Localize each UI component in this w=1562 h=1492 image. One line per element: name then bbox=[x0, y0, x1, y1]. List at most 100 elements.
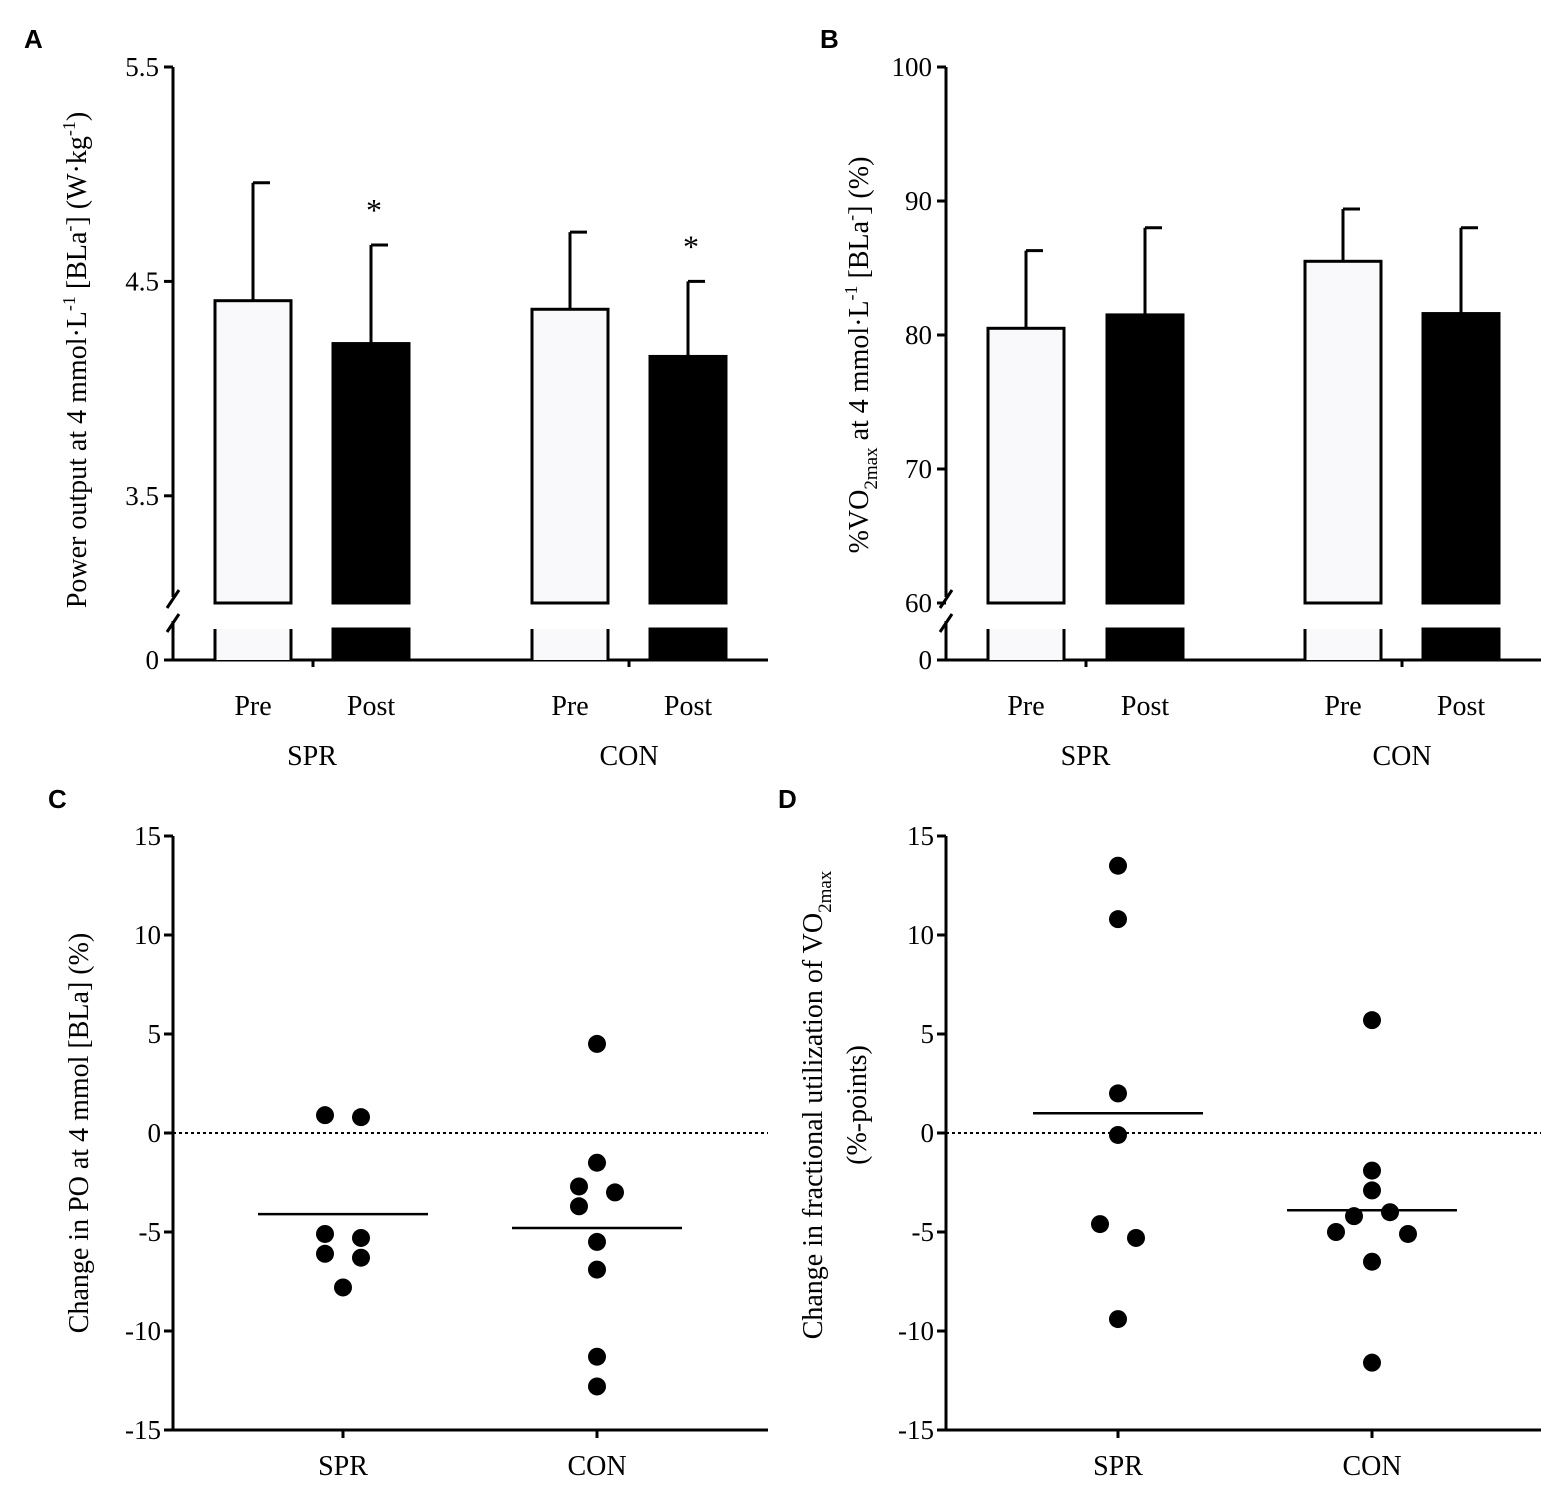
c-data-point-spr bbox=[316, 1106, 334, 1125]
c-data-point-con bbox=[588, 1232, 606, 1251]
c-y-tick-label: -5 bbox=[139, 1217, 162, 1247]
c-data-point-spr bbox=[352, 1228, 370, 1247]
a-y-tick-label-0: 0 bbox=[146, 645, 160, 675]
c-y-tick-label: -15 bbox=[125, 1415, 161, 1445]
b-group-label-con: CON bbox=[1372, 741, 1431, 772]
c-data-point-con bbox=[606, 1183, 624, 1202]
d-data-point-con bbox=[1399, 1224, 1417, 1243]
panel-letter-a: A bbox=[24, 24, 43, 54]
c-data-point-spr bbox=[334, 1278, 352, 1297]
a-y-axis-label: Power output at 4 mmol·L-1 [BLa-] (W·kg-… bbox=[59, 112, 93, 608]
a-y-tick-label: 5.5 bbox=[125, 52, 159, 82]
b-y-tick-label: 70 bbox=[905, 454, 932, 484]
b-y-tick-label: 60 bbox=[905, 588, 932, 618]
c-y-tick-label: 0 bbox=[148, 1118, 162, 1148]
d-data-point-spr bbox=[1109, 910, 1127, 929]
d-data-point-con bbox=[1363, 1011, 1381, 1030]
a-y-tick-label: 3.5 bbox=[125, 481, 159, 511]
b-y-axis-label: %VO2max at 4 mmol·L-1 [BLa-] (%) bbox=[841, 157, 882, 554]
a-bar-spr-pre bbox=[213, 299, 293, 605]
a-x-tick-label: Pre bbox=[551, 691, 588, 722]
d-data-point-spr bbox=[1109, 856, 1127, 875]
d-data-point-con bbox=[1363, 1161, 1381, 1180]
d-data-point-con bbox=[1345, 1207, 1363, 1226]
d-y-tick-label: -5 bbox=[912, 1217, 935, 1247]
c-y-axis-label: Change in PO at 4 mmol [BLa] (%) bbox=[64, 933, 95, 1333]
d-y-tick-label: -10 bbox=[898, 1316, 934, 1346]
a-group-label-con: CON bbox=[599, 741, 658, 772]
b-y-tick-label: 90 bbox=[905, 186, 932, 216]
panel-c: -15 -10 -5 0 5 10 15 SPR CON Change in PO at 4 mm… bbox=[64, 821, 768, 1482]
panel-a: 0 3.5 4.5 5.5 Pre * Post Pre * Post SPR CON Power ou… bbox=[59, 52, 768, 772]
b-bar-con-pre bbox=[1303, 259, 1383, 605]
d-data-point-spr bbox=[1091, 1215, 1109, 1234]
b-y-tick-label: 80 bbox=[905, 320, 932, 350]
panel-b: 0 60 70 80 90 100 Pre Post Pre Post SPR CON %VO2max … bbox=[841, 52, 1541, 772]
b-group-label-spr: SPR bbox=[1061, 741, 1111, 772]
c-data-point-con bbox=[570, 1177, 588, 1196]
b-y-tick-label-0: 0 bbox=[919, 645, 933, 675]
a-bar-spr-post bbox=[331, 342, 411, 605]
b-bar-spr-post bbox=[1105, 313, 1185, 605]
d-data-point-con bbox=[1381, 1203, 1399, 1222]
c-y-tick-label: 15 bbox=[134, 821, 161, 851]
c-data-point-spr bbox=[316, 1224, 334, 1243]
d-x-tick-label-con: CON bbox=[1342, 1451, 1401, 1482]
d-data-point-spr bbox=[1109, 1084, 1127, 1103]
a-bar-stub bbox=[215, 629, 291, 660]
d-y-tick-label: 5 bbox=[921, 1019, 935, 1049]
a-bar-stub bbox=[648, 627, 728, 662]
b-x-tick-label: Pre bbox=[1007, 691, 1044, 722]
d-data-point-spr bbox=[1109, 1310, 1127, 1329]
c-y-tick-label: 10 bbox=[134, 920, 161, 950]
b-bar-stub bbox=[1421, 627, 1501, 662]
c-data-point-con bbox=[588, 1153, 606, 1172]
panel-d: -15 -10 -5 0 5 10 15 SPR CON Change in fractional… bbox=[798, 821, 1541, 1482]
b-x-tick-label: Post bbox=[1121, 691, 1169, 722]
panel-letter-c: C bbox=[48, 784, 67, 814]
c-x-tick-label-spr: SPR bbox=[318, 1451, 368, 1482]
d-x-tick-label-spr: SPR bbox=[1093, 1451, 1143, 1482]
a-significance-marker: * bbox=[683, 228, 699, 264]
b-bar-con-post bbox=[1421, 312, 1501, 605]
a-axis-break-upper bbox=[165, 589, 181, 609]
d-y-tick-label: -15 bbox=[898, 1415, 934, 1445]
c-data-point-con bbox=[570, 1197, 588, 1216]
c-x-tick-label-con: CON bbox=[567, 1451, 626, 1482]
a-bar-stub bbox=[532, 629, 608, 660]
a-bar-con-post bbox=[648, 354, 728, 605]
b-bar-stub bbox=[1305, 629, 1381, 660]
c-data-point-con bbox=[588, 1034, 606, 1053]
b-x-tick-label: Post bbox=[1437, 691, 1485, 722]
a-group-label-spr: SPR bbox=[287, 741, 337, 772]
d-data-point-con bbox=[1363, 1252, 1381, 1271]
panel-letter-d: D bbox=[778, 784, 797, 814]
b-bar-stub bbox=[1105, 627, 1185, 662]
c-data-point-spr bbox=[352, 1248, 370, 1267]
a-x-tick-label: Post bbox=[347, 691, 395, 722]
c-y-tick-label: -10 bbox=[125, 1316, 161, 1346]
d-data-point-spr bbox=[1127, 1228, 1145, 1247]
b-axis-break-upper bbox=[938, 589, 954, 609]
d-y-tick-label: 10 bbox=[907, 920, 934, 950]
c-data-point-con bbox=[588, 1260, 606, 1279]
c-y-tick-label: 5 bbox=[148, 1019, 162, 1049]
d-y-tick-label: 0 bbox=[921, 1118, 935, 1148]
panel-letter-b: B bbox=[820, 24, 839, 54]
b-bar-spr-pre bbox=[986, 326, 1066, 605]
d-y-tick-label: 15 bbox=[907, 821, 934, 851]
a-x-tick-label: Pre bbox=[234, 691, 271, 722]
a-x-tick-label: Post bbox=[664, 691, 712, 722]
b-x-tick-label: Pre bbox=[1324, 691, 1361, 722]
d-y-axis-label-unit: (%-points) bbox=[842, 1045, 873, 1165]
d-data-point-con bbox=[1327, 1223, 1345, 1241]
a-bar-con-pre bbox=[530, 307, 610, 605]
a-bar-stub bbox=[331, 627, 411, 662]
b-bar-stub bbox=[988, 629, 1064, 660]
d-data-point-spr bbox=[1109, 1125, 1127, 1144]
d-data-point-con bbox=[1363, 1181, 1381, 1200]
c-data-point-spr bbox=[352, 1108, 370, 1127]
d-y-axis-label: Change in fractional utilization of VO2m… bbox=[798, 870, 836, 1339]
a-significance-marker: * bbox=[366, 192, 382, 228]
